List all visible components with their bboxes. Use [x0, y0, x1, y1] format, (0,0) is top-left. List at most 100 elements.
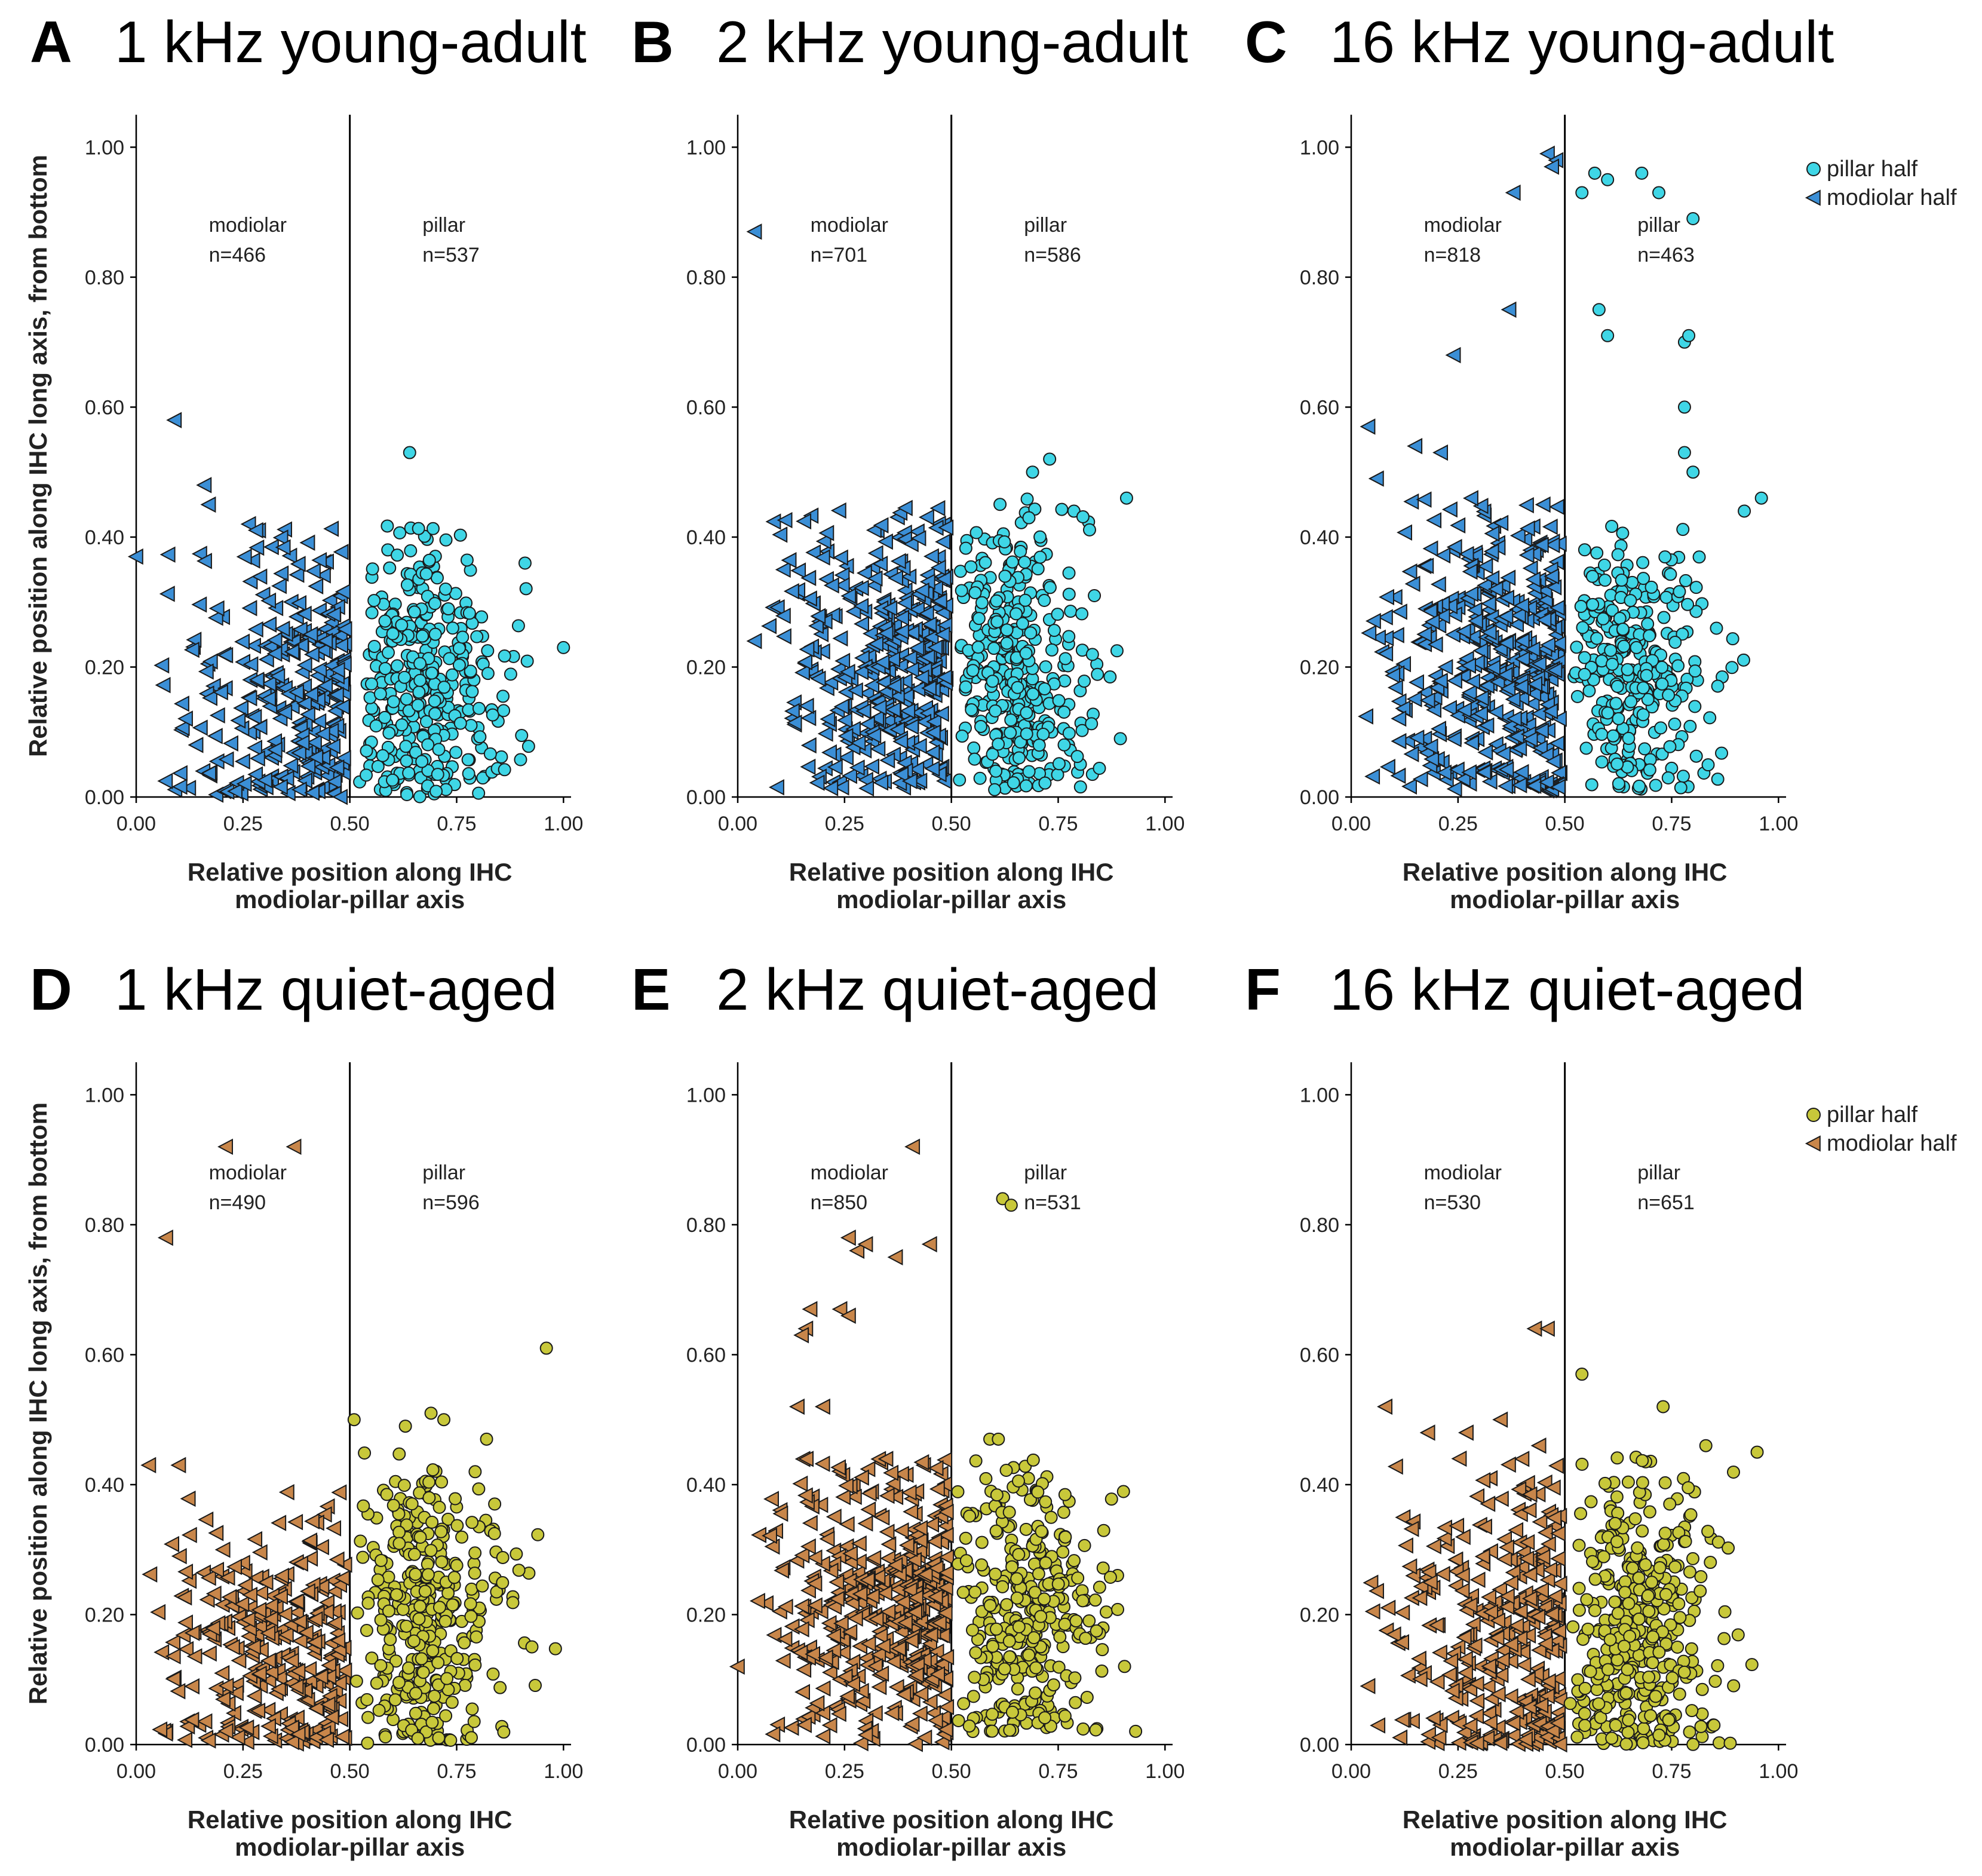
region-count-modiolar: n=490	[209, 1191, 266, 1214]
data-point-modiolar	[198, 1511, 214, 1528]
data-point-modiolar	[306, 1634, 323, 1651]
data-point-modiolar	[852, 1638, 868, 1655]
y-tick-label: 0.60	[1300, 396, 1339, 419]
data-point-pillar	[391, 548, 404, 562]
data-point-modiolar	[140, 1457, 157, 1473]
data-point-modiolar	[877, 533, 893, 550]
data-point-modiolar	[177, 1614, 193, 1631]
data-point-modiolar	[237, 1577, 253, 1593]
data-point-pillar	[428, 627, 442, 641]
data-point-pillar	[1622, 731, 1636, 745]
data-point-modiolar	[1524, 695, 1540, 712]
data-point-modiolar	[1508, 728, 1524, 745]
region-count-modiolar: n=530	[1424, 1191, 1481, 1214]
x-axis-title-line-1: Relative position along IHC	[188, 858, 513, 886]
data-point-pillar	[465, 1702, 479, 1716]
region-label-pillar: pillar	[1024, 214, 1067, 237]
data-point-pillar	[486, 708, 499, 722]
data-point-modiolar	[253, 1584, 269, 1601]
data-point-pillar	[1032, 738, 1046, 752]
data-point-pillar	[1672, 1597, 1686, 1611]
data-point-pillar	[1572, 1538, 1586, 1552]
data-point-pillar	[952, 1713, 965, 1727]
data-point-modiolar	[893, 1522, 909, 1539]
data-point-modiolar	[327, 1614, 343, 1632]
data-point-pillar	[520, 654, 534, 668]
data-point-pillar	[480, 1432, 493, 1446]
data-point-pillar	[964, 560, 978, 574]
data-point-modiolar	[292, 621, 308, 638]
data-point-modiolar	[1520, 1671, 1536, 1688]
data-point-pillar	[1033, 530, 1047, 544]
data-point-pillar	[1582, 684, 1596, 698]
data-point-modiolar	[209, 707, 225, 724]
data-point-modiolar	[233, 700, 249, 716]
data-point-pillar	[473, 730, 487, 744]
data-point-pillar	[378, 710, 392, 724]
data-point-modiolar	[262, 1610, 278, 1627]
data-point-modiolar	[1478, 717, 1495, 734]
x-tick-label: 0.50	[330, 813, 370, 835]
data-point-modiolar	[1442, 597, 1458, 615]
data-point-modiolar	[1461, 657, 1476, 674]
data-point-modiolar	[271, 578, 287, 594]
legend-label: modiolar half	[1827, 185, 1957, 210]
data-point-pillar	[1610, 757, 1624, 771]
y-tick-label: 0.00	[85, 786, 124, 809]
data-point-pillar	[1000, 623, 1014, 637]
data-point-modiolar	[244, 552, 260, 569]
data-point-modiolar	[1423, 750, 1440, 768]
data-point-modiolar	[815, 1680, 831, 1697]
data-point-modiolar	[334, 698, 350, 715]
data-point-modiolar	[1407, 438, 1423, 455]
data-point-modiolar	[839, 664, 855, 680]
data-point-modiolar	[266, 741, 283, 758]
x-axis-title-line-2: modiolar-pillar axis	[1450, 1833, 1680, 1861]
data-point-pillar	[1636, 708, 1650, 722]
data-point-modiolar	[897, 499, 913, 516]
data-point-modiolar	[292, 1555, 308, 1572]
data-point-pillar	[413, 790, 427, 804]
x-axis-title-line-2: modiolar-pillar axis	[235, 885, 465, 914]
data-point-modiolar	[1530, 705, 1547, 722]
region-count-modiolar: n=466	[209, 244, 266, 266]
data-point-pillar	[1649, 1690, 1662, 1703]
data-point-modiolar	[1510, 607, 1526, 624]
data-point-pillar	[1663, 1497, 1677, 1511]
data-point-modiolar	[294, 734, 310, 751]
data-point-modiolar	[1473, 689, 1489, 707]
chart-panel-e: E 2 kHz quiet-aged 0.00 0.20 0.40 0.60 0.80 1.0…	[631, 957, 1185, 1861]
data-point-modiolar	[173, 695, 189, 712]
data-point-modiolar	[1514, 1451, 1530, 1467]
data-point-modiolar	[786, 715, 802, 731]
data-point-modiolar	[1539, 145, 1555, 162]
data-point-modiolar	[1548, 1457, 1564, 1475]
x-tick-label: 0.00	[116, 1760, 156, 1783]
data-point-pillar	[400, 787, 414, 801]
data-points	[1360, 1320, 1764, 1753]
data-point-modiolar	[832, 549, 848, 566]
data-point-modiolar	[219, 1569, 235, 1586]
data-point-pillar	[1616, 623, 1630, 636]
data-point-modiolar	[1418, 557, 1434, 574]
data-point-modiolar	[893, 766, 909, 783]
data-point-pillar	[1754, 491, 1768, 505]
data-point-pillar	[1018, 593, 1032, 607]
data-point-modiolar	[320, 1696, 336, 1713]
data-point-pillar	[1096, 1643, 1109, 1657]
data-point-pillar	[1625, 575, 1639, 589]
region-label-modiolar: modiolar	[209, 214, 287, 237]
data-point-pillar	[1731, 1628, 1745, 1642]
data-point-pillar	[1677, 446, 1691, 459]
data-point-pillar	[1610, 679, 1624, 693]
data-point-modiolar	[775, 561, 791, 578]
data-point-modiolar	[853, 615, 869, 632]
data-point-pillar	[386, 1498, 400, 1512]
data-point-pillar	[400, 578, 414, 591]
data-point-pillar	[1657, 1537, 1671, 1551]
data-point-modiolar	[1538, 774, 1554, 790]
data-point-pillar	[398, 670, 412, 684]
data-point-pillar	[411, 1731, 425, 1745]
data-point-pillar	[1673, 1611, 1687, 1624]
data-point-pillar	[1677, 1665, 1691, 1679]
